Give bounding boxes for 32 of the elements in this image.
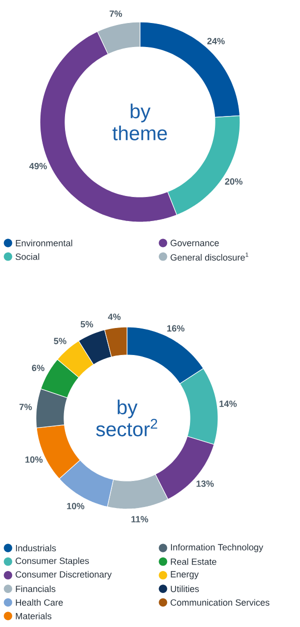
data-label: 4% — [108, 314, 121, 320]
legend-label: Health Care — [16, 599, 63, 606]
text: by sector$^{2}$ — [96, 400, 158, 436]
data-label: 24% — [207, 38, 225, 44]
text: by theme — [112, 104, 167, 140]
data-label: 16% — [167, 325, 184, 332]
legend-label: Industrials — [16, 544, 56, 552]
legend-label: Real Estate — [170, 558, 216, 565]
legend-label: Governance — [170, 240, 219, 246]
legend-label: Energy — [170, 571, 199, 580]
data-label: 10% — [67, 502, 84, 510]
data-label: 7% — [19, 404, 32, 410]
legend-label: Communication Services — [170, 599, 270, 606]
legend-label: Consumer Staples — [16, 557, 89, 566]
data-label: 20% — [225, 178, 242, 185]
data-label: 49% — [29, 162, 47, 170]
data-label: 13% — [196, 480, 214, 487]
data-label: 6% — [32, 364, 44, 372]
legend-label: General disclosure$^{1}$ — [170, 252, 248, 261]
legend-label: Consumer Discretionary — [16, 570, 112, 580]
data-label: 10% — [25, 456, 43, 463]
legend-label: Utilities — [170, 585, 199, 592]
data-label: 14% — [220, 400, 237, 407]
legend-label: Social — [16, 253, 40, 260]
legend-label: Materials — [16, 612, 52, 620]
data-label: 7% — [110, 10, 122, 17]
data-label: 5% — [80, 321, 94, 328]
data-label: 5% — [54, 338, 66, 344]
legend-label: Financials — [16, 585, 56, 592]
legend-label: Information Technology — [171, 544, 264, 552]
legend-label: Environmental — [16, 240, 72, 246]
data-label: 11% — [131, 516, 148, 522]
